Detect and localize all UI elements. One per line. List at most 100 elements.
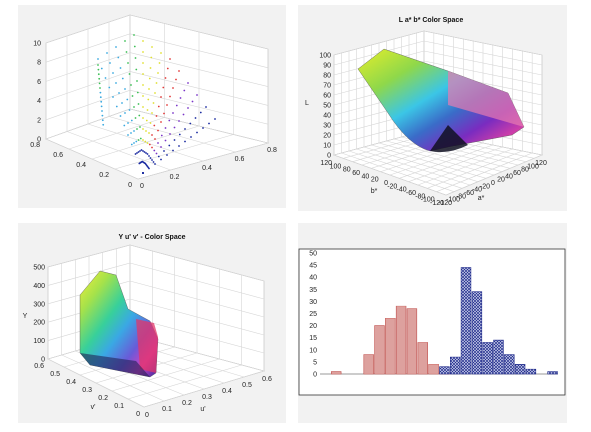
lab-y-tick: 20 <box>371 177 379 184</box>
scatter3d-point <box>97 73 100 76</box>
scatter3d-point <box>154 163 156 165</box>
scatter3d-point <box>142 84 144 86</box>
scatter3d-point <box>100 100 103 103</box>
scatter3d-point <box>134 153 137 155</box>
scatter3d-point <box>175 78 177 81</box>
lab-x-tick: -120 <box>438 200 452 207</box>
yuv-x-tick: 0.3 <box>202 394 212 401</box>
lab-y-tick: 100 <box>330 163 342 170</box>
scatter3d-point <box>152 102 155 104</box>
scatter3d-point <box>115 46 117 48</box>
scatter3d-point <box>123 124 126 127</box>
lab-x-tick: 120 <box>535 160 547 167</box>
scatter3d-point <box>137 103 140 105</box>
scatter3d-point <box>157 129 159 132</box>
scatter3d-point <box>169 95 171 98</box>
scatter3d-point <box>142 128 144 130</box>
hist-bar <box>450 356 461 375</box>
scatter3d-point <box>97 64 99 66</box>
scatter3d-point <box>172 149 174 152</box>
scatter3d-point <box>157 142 159 144</box>
hist-bar <box>493 339 504 375</box>
yuv-y-tick: 0.3 <box>82 387 92 394</box>
scatter3d-point <box>97 58 99 60</box>
scatter3d-point <box>124 112 126 114</box>
scatter3d-point <box>178 145 180 147</box>
lab-ygrid <box>445 154 543 196</box>
hist-bar <box>428 364 439 375</box>
scatter3d-point <box>142 62 144 64</box>
scatter3d-point <box>173 126 176 129</box>
scatter3d-point <box>133 106 135 108</box>
scatter3d-point <box>136 80 138 82</box>
scatter3d-y-tick: 0.8 <box>30 142 40 149</box>
scatter3d-point <box>153 149 156 152</box>
scatter3d-point <box>119 67 122 69</box>
scatter3d-z-tick: 8 <box>37 60 41 67</box>
lab-x-tick: -80 <box>456 193 466 200</box>
scatter3d-point <box>196 131 198 134</box>
lab-z-tick: 20 <box>323 133 331 140</box>
yuv-chart: Y u' v' - Color Space Y v' u' 0 100 200 300… <box>23 234 272 419</box>
scatter3d-point <box>109 62 111 64</box>
scatter3d-point <box>164 127 167 129</box>
lab-z-tick: 0 <box>327 153 331 160</box>
scatter3d-point <box>205 106 207 108</box>
scatter3d-point <box>133 142 135 144</box>
scatter3d-point <box>133 34 135 36</box>
scatter3d-point <box>214 118 216 120</box>
lab-z-tick: 60 <box>323 93 331 100</box>
scatter3d-point <box>154 92 156 94</box>
scatter3d-ygrid <box>137 142 269 180</box>
scatter3d-x-tick: 0.8 <box>267 147 277 154</box>
scatter3d-x-tick: 0.4 <box>202 165 212 172</box>
yuv-z-tick: 100 <box>33 338 45 345</box>
lab-z-tick: 80 <box>323 73 331 80</box>
scatter3d-point <box>140 149 143 151</box>
scatter3d-point <box>148 88 150 90</box>
hist-y-tick: 5 <box>313 359 317 366</box>
scatter3d-point <box>160 134 163 137</box>
lab-zlabel: L <box>305 100 309 107</box>
scatter3d-point <box>118 92 120 94</box>
yuv-title: Y u' v' - Color Space <box>119 234 186 241</box>
scatter3d-point <box>194 117 197 119</box>
scatter3d-point <box>106 52 108 54</box>
scatter3d-point <box>169 133 171 135</box>
scatter3d-point <box>139 150 141 152</box>
scatter3d-point <box>143 151 146 153</box>
lab-y-tick: 80 <box>343 167 351 174</box>
yuv-z-tick: 400 <box>33 283 45 290</box>
scatter3d-x-tick: 0.6 <box>235 156 245 163</box>
scatter3d-point <box>115 82 117 84</box>
scatter3d-x-tick: 0.2 <box>170 174 180 181</box>
scatter3d-point <box>160 146 162 148</box>
lab-y-tick: -20 <box>387 183 397 190</box>
scatter3d-point <box>157 105 160 108</box>
scatter3d-point <box>173 139 176 141</box>
scatter3d-point <box>152 161 155 163</box>
hist-bar <box>482 342 493 375</box>
lab-x-tick: -40 <box>472 187 482 194</box>
yuv-x-tick: 0.4 <box>222 388 232 395</box>
lab-ygrid <box>408 146 503 182</box>
lab-y-tick: 40 <box>362 173 370 180</box>
lab-title: L a* b* Color Space <box>399 17 464 24</box>
scatter3d-point <box>182 113 185 116</box>
scatter3d-point <box>178 70 180 72</box>
lab-ygrid <box>436 152 533 192</box>
scatter3d-point <box>157 72 159 74</box>
scatter3d-point <box>175 104 178 107</box>
scatter3d-point <box>139 137 142 140</box>
scatter3d-point <box>99 96 102 99</box>
yuv-x-tick: 0.5 <box>242 382 252 389</box>
lab-x-tick: 40 <box>505 173 513 180</box>
scatter3d-point <box>146 109 149 111</box>
scatter3d-point <box>191 100 194 103</box>
lab-y-tick: -40 <box>397 187 407 194</box>
hist-bar <box>363 354 374 375</box>
scatter3d-point <box>149 122 152 124</box>
hist-bar <box>514 364 526 375</box>
yuv-z-tick: 200 <box>33 320 45 327</box>
scatter3d-point <box>112 72 114 74</box>
